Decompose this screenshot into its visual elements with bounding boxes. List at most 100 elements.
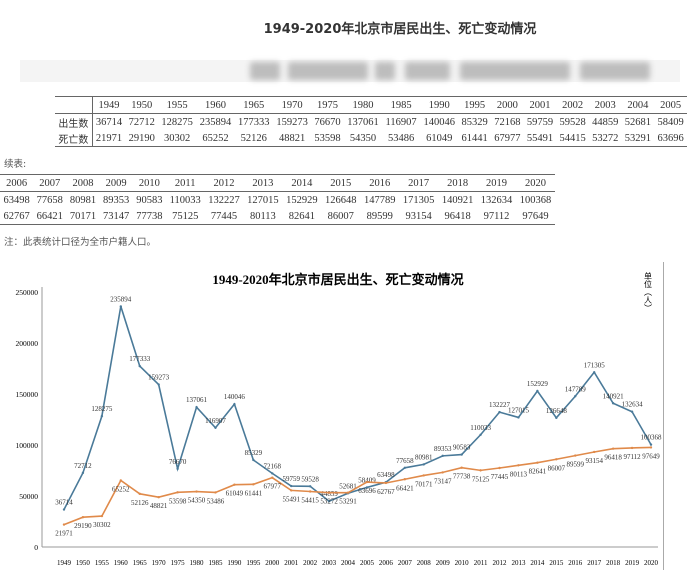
data-label: 44859 bbox=[320, 490, 338, 498]
data-point bbox=[384, 481, 388, 485]
cell-births: 58409 bbox=[657, 116, 684, 128]
cell-births: 235894 bbox=[199, 116, 232, 128]
cell-births: 44859 bbox=[592, 116, 619, 128]
x-tick-label: 1950 bbox=[76, 559, 91, 567]
x-tick-label: 2018 bbox=[606, 559, 621, 567]
cell-deaths: 93154 bbox=[405, 210, 432, 222]
cell-years: 2019 bbox=[477, 174, 516, 192]
series-line-1 bbox=[63, 446, 652, 526]
data-label: 21971 bbox=[55, 530, 73, 538]
data-point bbox=[233, 402, 236, 406]
cell-births: 152929 bbox=[286, 194, 318, 206]
x-tick-label: 2014 bbox=[530, 559, 545, 567]
cell-births: 132634 bbox=[480, 194, 513, 206]
data-label: 61049 bbox=[226, 490, 244, 498]
x-tick-label: 1960 bbox=[114, 559, 129, 567]
data-label: 110033 bbox=[470, 424, 491, 432]
x-tick-label: 2012 bbox=[493, 559, 508, 567]
cell-deaths: 53486 bbox=[387, 132, 415, 144]
data-point bbox=[422, 474, 425, 477]
table-row-years: 1949 1950 1955 1960 1965 1970 1975 1980 1985 1990… bbox=[55, 96, 687, 114]
data-point bbox=[611, 447, 615, 450]
cell-births: 72168 bbox=[494, 116, 521, 128]
data-point bbox=[138, 364, 141, 368]
cell-years: 1949 bbox=[92, 96, 126, 114]
data-label: 65252 bbox=[112, 485, 130, 493]
data-point bbox=[517, 416, 520, 419]
cell-deaths: 77738 bbox=[136, 210, 163, 222]
data-label: 53598 bbox=[169, 497, 187, 505]
cell-deaths: 97112 bbox=[483, 210, 510, 222]
data-label: 55491 bbox=[282, 495, 300, 503]
cell-deaths: 97649 bbox=[522, 210, 549, 222]
cell-years: 1965 bbox=[234, 96, 273, 114]
data-point bbox=[460, 466, 463, 469]
data-point bbox=[479, 469, 482, 472]
cell-deaths: 21971 bbox=[95, 132, 123, 144]
table-row-births: 63498 77658 80981 89353 90583 110033 132227 127… bbox=[0, 192, 555, 209]
unit-label: 单位（人） bbox=[644, 271, 653, 312]
data-point bbox=[327, 500, 331, 503]
data-label: 54350 bbox=[188, 497, 206, 505]
data-label: 86007 bbox=[548, 464, 566, 472]
x-tick-label: 1955 bbox=[95, 559, 110, 567]
cell-births: 171305 bbox=[402, 194, 435, 206]
cell-deaths: 63696 bbox=[657, 132, 684, 144]
data-point bbox=[517, 464, 520, 467]
cell-deaths: 75125 bbox=[172, 210, 199, 222]
cell-years: 2001 bbox=[523, 96, 557, 114]
data-label: 62767 bbox=[377, 488, 395, 496]
x-tick-label: 1980 bbox=[190, 559, 205, 567]
cell-years: 1960 bbox=[196, 96, 235, 114]
data-point bbox=[611, 402, 615, 405]
data-point bbox=[365, 480, 369, 484]
data-point bbox=[574, 395, 577, 398]
cell-births: 132227 bbox=[208, 194, 240, 206]
cell-years: 2010 bbox=[132, 174, 166, 192]
row-label: 出生数 bbox=[55, 113, 93, 130]
cell-deaths: 53291 bbox=[624, 132, 651, 144]
cell-years: 1995 bbox=[458, 96, 491, 114]
data-point bbox=[308, 490, 312, 493]
x-tick-label: 1949 bbox=[57, 559, 72, 567]
row-label bbox=[55, 96, 93, 114]
cell-births: 140921 bbox=[441, 194, 474, 206]
data-label: 235894 bbox=[110, 295, 132, 303]
data-label: 77738 bbox=[453, 473, 471, 481]
data-label: 52126 bbox=[131, 499, 149, 507]
cell-years: 2009 bbox=[99, 174, 133, 192]
cell-deaths: 96418 bbox=[444, 210, 471, 222]
data-point bbox=[479, 433, 482, 436]
data-label: 77658 bbox=[396, 457, 414, 465]
data-point bbox=[441, 471, 444, 474]
cell-births: 116907 bbox=[385, 116, 417, 128]
x-tick-label: 2008 bbox=[417, 559, 432, 567]
x-tick-label: 2011 bbox=[474, 559, 488, 567]
data-label: 100368 bbox=[641, 434, 663, 442]
data-label: 59759 bbox=[282, 475, 300, 483]
data-label: 67977 bbox=[264, 483, 282, 491]
data-point bbox=[498, 466, 501, 470]
data-point bbox=[214, 426, 217, 429]
data-label: 75125 bbox=[472, 475, 490, 483]
data-label: 80981 bbox=[415, 453, 433, 461]
data-point bbox=[62, 523, 66, 526]
data-label: 132227 bbox=[489, 401, 511, 409]
cell-births: 59759 bbox=[526, 116, 554, 128]
data-point bbox=[327, 491, 331, 494]
x-tick-label: 2005 bbox=[360, 559, 375, 567]
cell-births: 63498 bbox=[3, 194, 30, 206]
data-point bbox=[119, 479, 123, 482]
x-tick-label: 2000 bbox=[265, 559, 280, 567]
cell-births: 110033 bbox=[169, 194, 201, 206]
cell-births: 177333 bbox=[238, 116, 270, 128]
table-row-deaths: 死亡数 21971 29190 30302 65252 52126 48821 53598 54… bbox=[55, 130, 687, 147]
cell-deaths: 86007 bbox=[327, 210, 354, 222]
data-point bbox=[536, 461, 539, 464]
cell-deaths: 54415 bbox=[559, 132, 586, 144]
x-tick-label: 1970 bbox=[152, 559, 167, 567]
data-label: 72712 bbox=[74, 462, 92, 470]
data-point bbox=[498, 410, 501, 414]
cell-years: 2018 bbox=[438, 174, 478, 192]
data-label: 77445 bbox=[491, 473, 509, 481]
